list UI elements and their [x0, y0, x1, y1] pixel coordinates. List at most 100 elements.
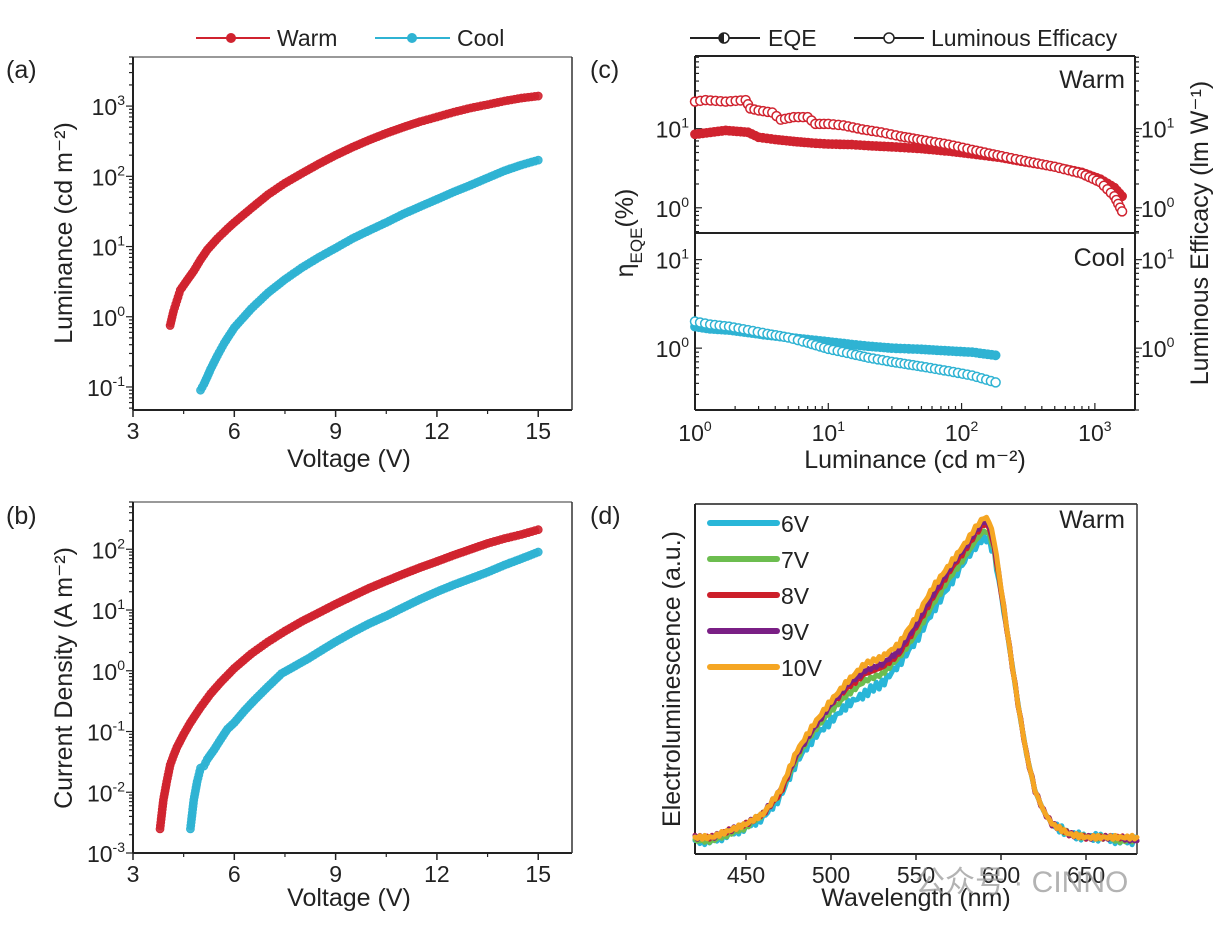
y-left-tick-label-c-exp: 0	[681, 334, 689, 350]
y-tick-label-b-base: 10	[92, 598, 118, 624]
y-tick-label-a: 101	[92, 233, 126, 261]
data-point	[533, 91, 543, 101]
series-line-warm	[169, 95, 539, 326]
legend-le-marker	[883, 32, 895, 44]
data-point	[533, 547, 543, 557]
x-tick-label-c-base: 10	[1078, 420, 1104, 446]
legend-cool-label: Cool	[457, 25, 504, 51]
y-tick-label-b-exp: -2	[113, 778, 126, 794]
annotation-warm-d: Warm	[1059, 506, 1125, 534]
y-title-percent: (%)	[611, 189, 639, 228]
plot-d: 450 500 550 600 650	[692, 503, 1140, 888]
y-tick-label-a-exp: 3	[117, 92, 125, 108]
x-tick-label-c-exp: 0	[704, 418, 712, 434]
y-tick-label-b-exp: -1	[113, 718, 126, 734]
annotation-warm-c: Warm	[1059, 66, 1125, 94]
x-tick-label-c-base: 10	[812, 420, 838, 446]
y-tick-label-b-exp: 2	[117, 535, 125, 551]
y-right-tick-label-c-exp: 0	[1167, 194, 1175, 210]
y-left-tick-label-c-exp: 1	[681, 115, 689, 131]
x-tick-label-c-exp: 3	[1104, 418, 1112, 434]
spectrum-line-9v	[692, 517, 1140, 844]
y-left-tick-label-c: 101	[656, 246, 690, 274]
y-tick-label-a-base: 10	[87, 375, 113, 401]
x-tick-label-c: 101	[812, 418, 846, 446]
y-left-tick-label-c-exp: 0	[681, 194, 689, 210]
y-tick-label-a-exp: 1	[117, 233, 125, 249]
y-tick-label-a: 103	[92, 92, 126, 120]
y-tick-label-b-exp: 1	[117, 596, 125, 612]
y-tick-label-b: 10-2	[87, 778, 125, 806]
y-tick-label-b: 10-1	[87, 718, 125, 746]
y-left-tick-label-c: 101	[656, 115, 690, 143]
y-tick-label-b-base: 10	[87, 780, 113, 806]
legend-le-label: Luminous Efficacy	[931, 25, 1118, 51]
y-right-tick-label-c-base: 10	[1141, 248, 1167, 274]
y-right-tick-label-c-exp: 0	[1167, 334, 1175, 350]
x-tick-label-c: 100	[678, 418, 712, 446]
y-tick-label-a-exp: -1	[113, 373, 126, 389]
panel-label-c: (c)	[590, 56, 619, 84]
y-left-tick-label-c: 100	[656, 194, 690, 222]
panel-label-d: (d)	[590, 502, 621, 530]
spectrum-line-6v	[692, 532, 1140, 848]
y-tick-label-b: 100	[92, 657, 126, 685]
y-tick-label-b: 101	[92, 596, 126, 624]
panel-label-a: (a)	[6, 56, 37, 84]
x-tick-label-a: 12	[424, 418, 450, 444]
y-right-tick-label-c-exp: 1	[1167, 246, 1175, 262]
y-tick-label-a: 100	[92, 303, 126, 331]
x-tick-label-c-base: 10	[945, 420, 971, 446]
y-right-tick-label-c: 100	[1141, 194, 1175, 222]
x-tick-label-d: 450	[727, 862, 765, 888]
spectrum-line-10v	[692, 514, 1140, 842]
watermark: 公众号 · CINNO	[915, 866, 1128, 899]
y-tick-label-a-exp: 2	[117, 162, 125, 178]
legend-cool-marker	[407, 33, 417, 43]
y-tick-label-b-exp: -3	[113, 839, 126, 855]
spectrum-line-8v	[692, 522, 1140, 844]
y-title-eta: η	[611, 263, 639, 277]
y-axis-title-b: Current Density (A m⁻²)	[50, 547, 78, 809]
x-tick-label-b: 6	[228, 861, 241, 887]
x-tick-label-d: 650	[1067, 862, 1105, 888]
y-tick-label-a-base: 10	[92, 164, 118, 190]
x-tick-label-c-exp: 1	[837, 418, 845, 434]
x-tick-label-d: 500	[812, 862, 850, 888]
y-tick-label-a-base: 10	[92, 94, 118, 120]
x-tick-label-a: 9	[329, 418, 342, 444]
series-line-warm-luminous-efficacy	[694, 99, 1123, 212]
spectrum-line-7v	[692, 528, 1140, 846]
legend-eqe-label: EQE	[768, 25, 817, 51]
x-tick-label-c: 103	[1078, 418, 1112, 446]
y-tick-label-a-exp: 0	[117, 303, 125, 319]
x-tick-label-b: 9	[329, 861, 342, 887]
series-line-cool	[199, 159, 539, 391]
y-right-tick-label-c: 100	[1141, 334, 1175, 362]
y-tick-label-b-base: 10	[92, 537, 118, 563]
legend-d: 6V 7V 8V 9V 10V	[707, 511, 823, 681]
x-axis-title-b: Voltage (V)	[287, 884, 411, 912]
y-right-tick-label-c-base: 10	[1141, 117, 1167, 143]
x-tick-label-b: 3	[127, 861, 140, 887]
legend-label-6v: 6V	[781, 511, 810, 537]
y-axis-title-a: Luminance (cd m⁻²)	[50, 122, 78, 344]
legend-c: EQE Luminous Efficacy	[690, 25, 1118, 51]
y-axis-title-d: Electroluminescence (a.u.)	[658, 531, 686, 827]
y-axis-title-left-c: ηEQE(%)	[611, 189, 646, 278]
x-tick-label-a: 3	[127, 418, 140, 444]
y-left-tick-label-c-exp: 1	[681, 246, 689, 262]
y-title-eqe-sub: EQE	[627, 228, 646, 264]
legend-label-9v: 9V	[781, 619, 810, 645]
data-point	[990, 350, 1001, 361]
y-tick-label-a: 102	[92, 162, 126, 190]
panel-d: (d) 450 500 550 600 650 Warm 6V 7V 8V 9V 10V Wav…	[590, 502, 1140, 912]
legend-label-10v: 10V	[781, 655, 823, 681]
y-tick-label-a-base: 10	[92, 305, 118, 331]
y-tick-label-b-base: 10	[87, 841, 113, 867]
